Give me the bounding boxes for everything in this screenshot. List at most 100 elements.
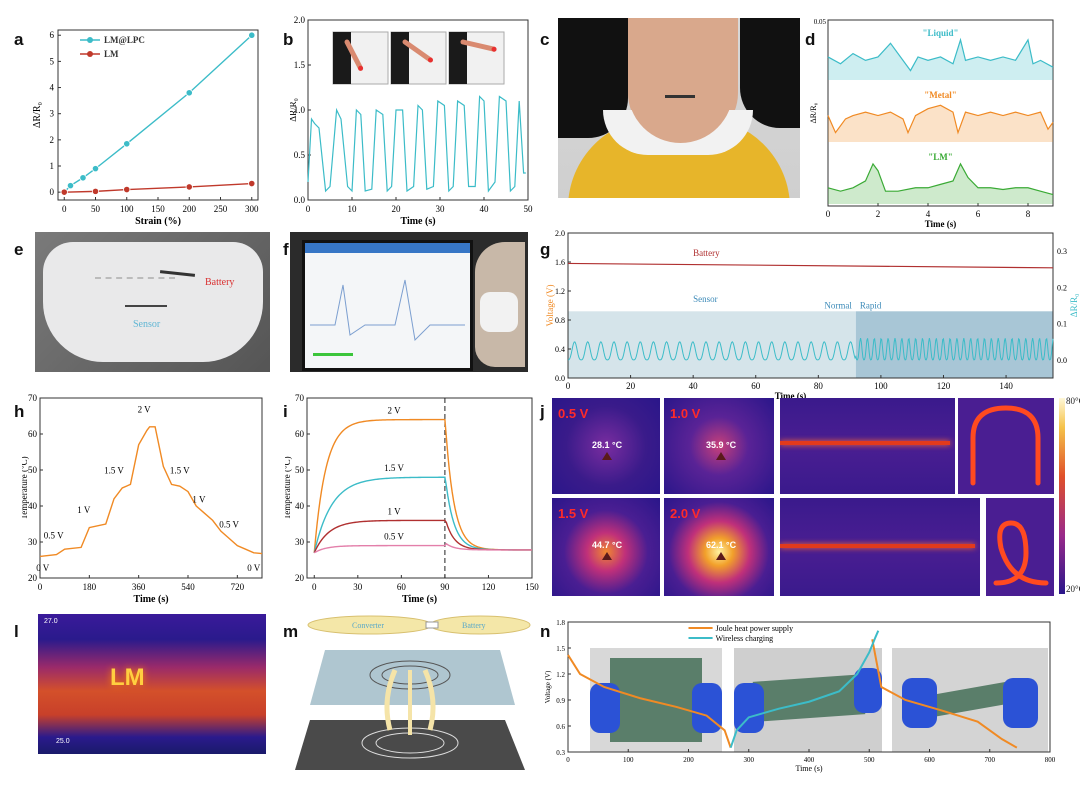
y-tick-label: 60 [28,429,38,439]
legend-label: Wireless charging [716,634,774,643]
series-line-2 [313,519,533,554]
x-tick-label: 140 [999,381,1013,391]
chart-b-time-response: 0 10 20 30 40 50 0.0 0.5 1.0 1.5 2.0 Time (s) ΔR/R₀ [290,15,533,227]
data-point [123,185,131,194]
data-point [66,182,75,190]
x-tick-label: 720 [231,582,245,592]
thermal-temp-readout: 28.1 °C [592,440,623,450]
x-tick-label: 4 [926,209,931,219]
thermal-k-straight-2 [780,498,980,596]
colorbar-top-label: 80°C [1066,396,1080,406]
legend-marker [87,51,93,57]
x-tick-label: 600 [924,756,935,764]
x-tick-label: 300 [744,756,755,764]
x-axis-label: Time (s) [775,391,807,400]
step-label: 0 V [36,563,50,573]
plot-frame [567,232,1054,379]
x-tick-label: 180 [83,582,97,592]
y-right-tick-label: 0.0 [1057,356,1067,365]
inset-arm [402,39,433,63]
series-line-2 [827,162,1054,196]
photo-f-monitor [290,232,528,372]
series-line [39,426,263,558]
thermal-l-fabric: 27.0 25.0 LM [38,614,266,754]
photo-n-3 [892,648,1048,752]
y-axis-label: ΔR/R₀ [809,102,818,123]
panel-letter-a: a [14,30,24,49]
x-tick-label: 360 [132,582,146,592]
data-point [248,179,256,188]
x-tick-label: 20 [626,381,636,391]
y-tick-label: 30 [295,537,305,547]
series-area-0 [828,39,1053,80]
x-tick-label: 150 [525,582,539,592]
x-axis-label: Time (s) [925,219,957,229]
x-tick-label: 120 [937,381,951,391]
battery-line [567,262,1054,269]
inset-marker [491,46,497,52]
inset-marker [358,65,364,71]
label-battery: Battery [205,277,235,288]
legend-label: Joule heat power supply [716,624,794,633]
x-tick-label: 0 [38,582,43,592]
x-tick-label: 800 [1045,756,1056,764]
y-tick-label: 0 [50,187,55,197]
thermal-colorbar [1059,398,1065,594]
y-tick-label: 1.5 [294,60,306,70]
x-tick-label: 200 [683,756,694,764]
thermal-voltage-label: 0.5 V [558,406,589,421]
x-axis-label: Time (s) [133,594,168,605]
data-point [185,183,193,191]
x-axis-label: Time (s) [795,764,822,773]
thermal-k-group: 80°C 20°C [780,396,1080,596]
y-tick-label: 60 [295,429,305,439]
panel-letter-i: i [283,402,288,421]
x-tick-label: 300 [245,204,259,214]
x-tick-label: 80 [814,381,824,391]
sensor-strip [125,305,167,307]
thermal-voltage-label: 1.5 V [558,506,589,521]
x-tick-label: 0 [566,381,571,391]
step-label: 0.5 V [219,520,239,530]
x-tick-label: 250 [214,204,228,214]
l-top-readout: 27.0 [44,618,58,625]
y-tick-label: 1.0 [294,105,306,115]
thermal-temp-readout: 62.1 °C [706,540,737,550]
m-battery-label: Battery [462,621,486,630]
label-sensor: Sensor [133,319,161,330]
chart-a-strain-response: 0 50 100 150 200 250 300 0 1 2 3 4 5 6 Strain (%) ΔR/R₀… [32,29,259,227]
photo-c-neck-sensor [558,18,800,198]
series-label: "LM" [928,152,953,162]
series-label: 1.5 V [384,463,404,473]
x-tick-label: 30 [353,582,363,592]
x-tick-label: 40 [480,204,490,214]
chart-d-liquid-metal-lm: 0 2 4 6 8 Time (s) ΔR/R₀ 0.05 "Liquid" "Metal" "LM… [809,18,1054,229]
y-tick-label: 0.6 [556,723,565,731]
y-tick-label: 1.5 [556,645,565,653]
series-label: "Metal" [924,90,956,100]
l-lm-text: LM [110,664,145,691]
y-tick-label: 5 [50,56,55,66]
y-tick-label: 2.0 [555,229,565,238]
legend-marker [87,37,93,43]
x-tick-label: 6 [976,209,981,219]
annotation-normal: Normal [824,300,852,310]
step-label: 1.5 V [104,466,124,476]
thermal-j-0.5v: 0.5 V 28.1 °C [552,398,660,494]
legend-label: LM@LPC [104,35,145,45]
panel-letter-f: f [283,240,289,259]
x-tick-label: 400 [804,756,815,764]
normal-region [568,311,856,378]
x-tick-label: 60 [751,381,761,391]
x-axis-label: Time (s) [402,594,437,605]
x-tick-label: 60 [397,582,407,592]
x-tick-label: 100 [623,756,634,764]
y-axis-label: Voltage (V) [546,284,555,326]
l-bottom-readout: 25.0 [56,738,70,745]
thermal-temp-readout: 35.9 °C [706,440,737,450]
y-tick-label: 0.0 [294,195,306,205]
y-right-tick-label: 0.1 [1057,320,1067,329]
sensor-line [567,337,1054,361]
panel-letter-l: l [14,622,19,641]
y-tick-label: 30 [28,537,38,547]
